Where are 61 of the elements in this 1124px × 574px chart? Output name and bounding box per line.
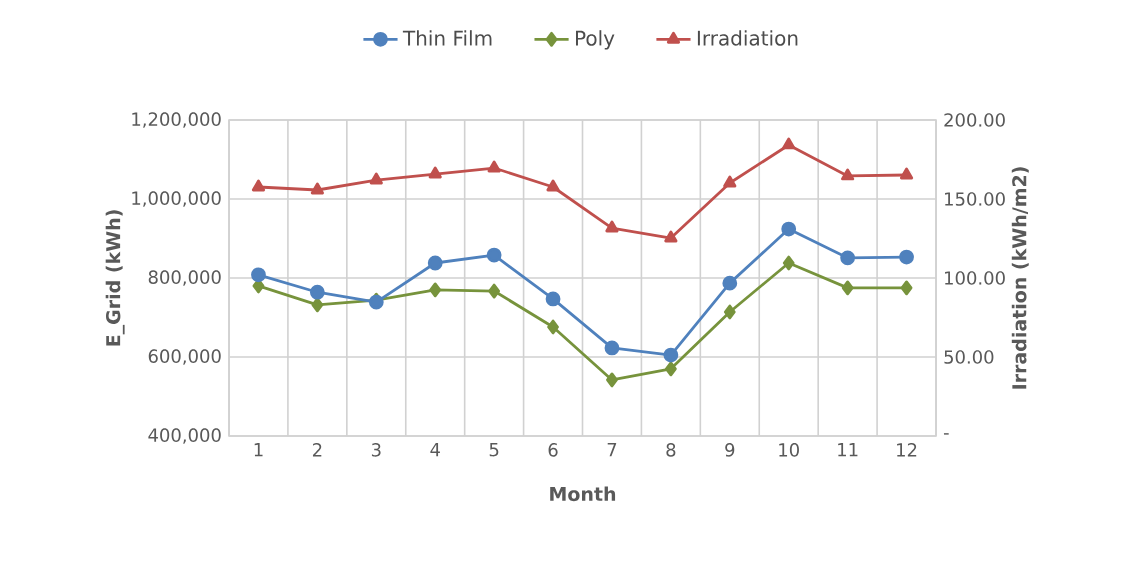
- point: [369, 172, 383, 185]
- point: [840, 250, 856, 266]
- x-tick-label: 9: [725, 443, 735, 457]
- point: [781, 221, 797, 237]
- point: [545, 291, 561, 307]
- point: [488, 283, 501, 299]
- point: [841, 280, 854, 296]
- point: [251, 179, 266, 192]
- y2-tick-label: 200.00: [944, 113, 1005, 127]
- point: [664, 361, 677, 377]
- point: [782, 255, 795, 271]
- y2-axis-title: Irradiation (kWh/m2): [1011, 167, 1029, 389]
- point: [310, 182, 324, 195]
- y2-tick-label: -: [943, 433, 949, 435]
- point: [722, 275, 738, 291]
- y-tick-label: 1,000,000: [132, 191, 221, 207]
- y-tick-label: 1,200,000: [132, 112, 221, 128]
- point: [547, 319, 559, 335]
- point: [899, 249, 914, 265]
- y-axis-title: E_Grid (kWh): [105, 210, 125, 346]
- point: [605, 220, 619, 233]
- point: [606, 372, 618, 388]
- point: [841, 168, 855, 181]
- point: [900, 280, 913, 296]
- x-axis-title: Month: [550, 486, 616, 502]
- x-tick-label: 1: [254, 443, 263, 457]
- y2-tick-label: 150.00: [945, 192, 1005, 206]
- x-tick-label: 4: [430, 443, 440, 457]
- point: [311, 297, 324, 313]
- point: [546, 179, 560, 192]
- point: [427, 255, 443, 271]
- x-tick-label: 2: [312, 443, 322, 457]
- point: [251, 267, 266, 283]
- point: [604, 340, 620, 356]
- y-tick-label: 400,000: [148, 428, 221, 444]
- x-tick-label: 5: [489, 443, 499, 457]
- point: [723, 175, 737, 188]
- legend-label: Poly: [576, 30, 615, 50]
- y-tick-label: 600,000: [148, 349, 221, 365]
- x-tick-label: 7: [607, 443, 617, 457]
- point: [663, 347, 679, 363]
- point: [899, 167, 914, 180]
- point: [428, 166, 442, 179]
- legend-label: Thin Film: [402, 30, 492, 46]
- y2-tick-label: 50.00: [944, 350, 994, 364]
- point: [664, 230, 678, 243]
- x-tick-label: 6: [548, 443, 558, 457]
- point: [723, 304, 736, 320]
- x-tick-label: 10: [779, 443, 799, 457]
- x-tick-label: 11: [838, 443, 858, 457]
- x-tick-label: 8: [666, 443, 676, 457]
- point: [429, 282, 442, 298]
- x-tick-label: 12: [897, 443, 917, 457]
- legend-label: Irradiation: [697, 30, 798, 46]
- point: [487, 160, 501, 173]
- point: [309, 284, 325, 300]
- y2-tick-label: 100.00: [945, 271, 1005, 285]
- point: [486, 247, 502, 263]
- point: [782, 137, 796, 150]
- y-tick-label: 800,000: [148, 270, 221, 286]
- x-tick-label: 3: [371, 443, 381, 457]
